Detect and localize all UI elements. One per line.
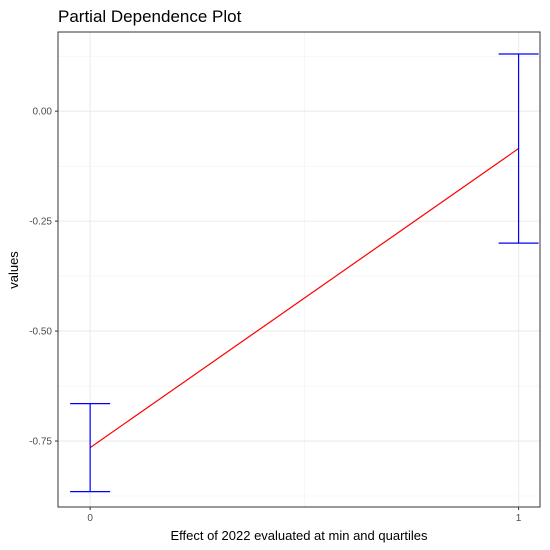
y-tick-label: -0.50 bbox=[29, 327, 52, 338]
y-axis-title: values bbox=[6, 251, 21, 289]
error-bar bbox=[70, 403, 111, 493]
x-tick-label: 0 bbox=[87, 513, 93, 524]
x-axis-title: Effect of 2022 evaluated at min and quar… bbox=[170, 528, 428, 543]
error-bar bbox=[498, 53, 539, 244]
data-marks bbox=[70, 53, 539, 493]
chart-title: Partial Dependence Plot bbox=[58, 7, 242, 26]
panel-border bbox=[57, 31, 541, 508]
x-tick-label: 1 bbox=[516, 513, 522, 524]
y-axis: 0.00 -0.25 -0.50 -0.75 bbox=[29, 107, 58, 448]
series-line bbox=[89, 148, 519, 449]
y-tick-label: -0.75 bbox=[29, 437, 52, 448]
y-tick-label: 0.00 bbox=[33, 107, 53, 118]
y-tick-label: -0.25 bbox=[29, 217, 52, 228]
